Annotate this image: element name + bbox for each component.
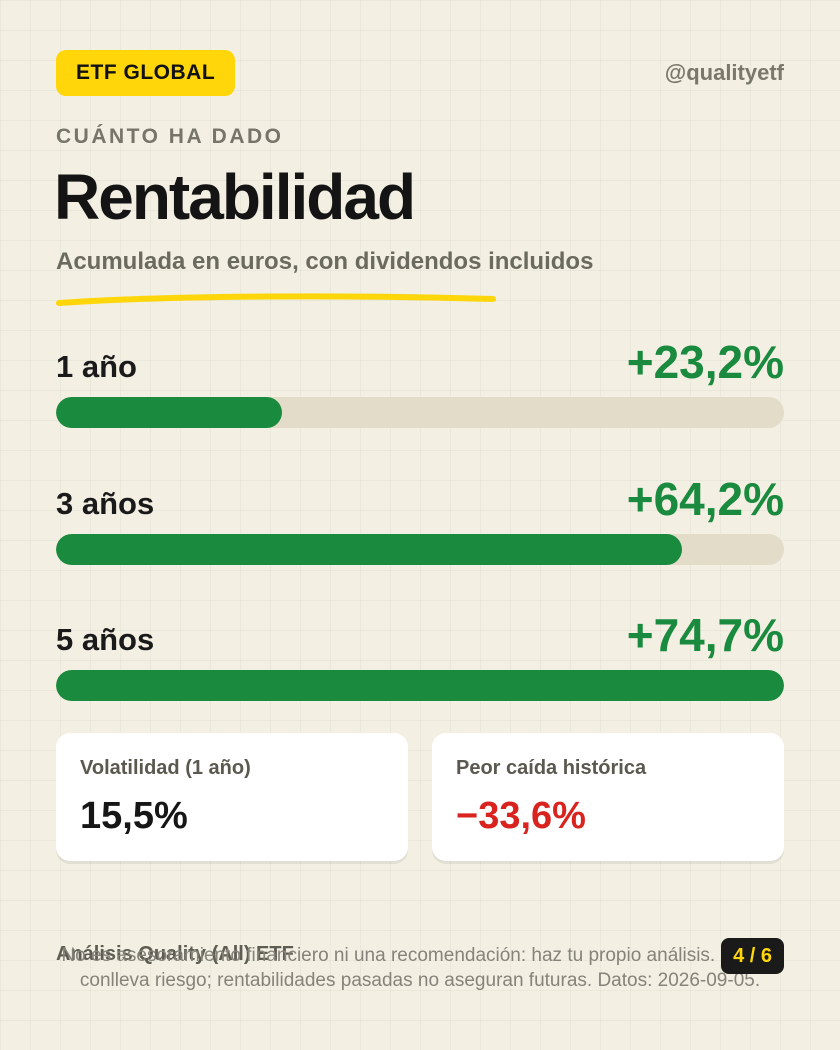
page-subtitle: Acumulada en euros, con dividendos inclu… xyxy=(56,248,594,275)
max-drawdown-value: −33,6% xyxy=(456,795,586,837)
return-value: +23,2% xyxy=(626,336,784,388)
return-bar-fill xyxy=(56,670,784,701)
volatility-value: 15,5% xyxy=(80,795,188,837)
page-title: Rentabilidad xyxy=(54,161,416,233)
account-handle[interactable]: @qualityetf xyxy=(664,60,784,85)
return-value: +64,2% xyxy=(626,473,784,525)
return-bar-track xyxy=(56,534,784,565)
category-badge: ETF GLOBAL xyxy=(56,50,236,96)
return-period-label: 3 años xyxy=(56,486,155,521)
highlight-underline xyxy=(56,293,496,306)
return-bar-fill xyxy=(56,397,282,428)
max-drawdown-label: Peor caída histórica xyxy=(456,757,647,779)
return-period-label: 5 años xyxy=(56,622,155,657)
max-drawdown-card: Peor caída histórica −33,6% xyxy=(432,733,784,861)
footer-title: Análisis Quality (All) ETF xyxy=(56,943,294,965)
return-period-label: 1 año xyxy=(56,349,137,384)
disclaimer-text: No es asesoramiento financiero ni una re… xyxy=(61,945,779,991)
page-indicator: 4 / 6 xyxy=(721,938,784,974)
section-eyebrow: CUÁNTO HA DADO xyxy=(56,125,284,148)
return-bar-track xyxy=(56,670,784,701)
volatility-card: Volatilidad (1 año) 15,5% xyxy=(56,733,408,861)
volatility-label: Volatilidad (1 año) xyxy=(80,757,251,779)
return-bar-track xyxy=(56,397,784,428)
return-value: +74,7% xyxy=(626,609,784,661)
return-bar-fill xyxy=(56,534,683,565)
